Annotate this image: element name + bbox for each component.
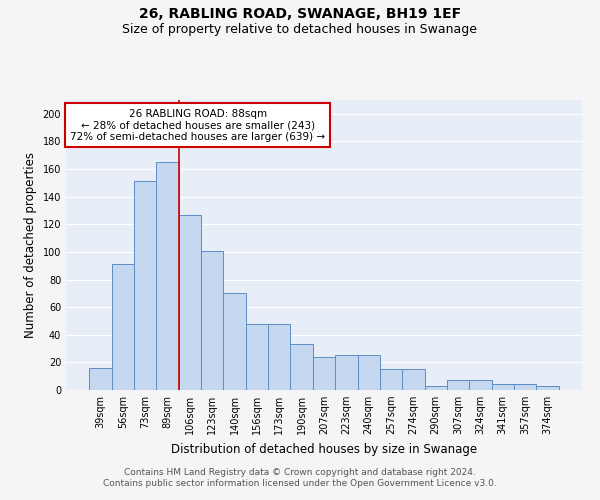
Bar [358, 356, 380, 390]
Bar [380, 370, 402, 390]
Y-axis label: Number of detached properties: Number of detached properties [24, 152, 37, 338]
Bar [514, 384, 536, 390]
Bar [313, 357, 335, 390]
Bar [201, 250, 223, 390]
Bar [223, 294, 246, 390]
Bar [179, 214, 201, 390]
Bar [335, 356, 358, 390]
Text: 26 RABLING ROAD: 88sqm
← 28% of detached houses are smaller (243)
72% of semi-de: 26 RABLING ROAD: 88sqm ← 28% of detached… [70, 108, 325, 142]
Bar [402, 370, 425, 390]
Bar [157, 162, 179, 390]
Bar [246, 324, 268, 390]
Text: Contains HM Land Registry data © Crown copyright and database right 2024.
Contai: Contains HM Land Registry data © Crown c… [103, 468, 497, 487]
Bar [469, 380, 491, 390]
Bar [447, 380, 469, 390]
Text: Size of property relative to detached houses in Swanage: Size of property relative to detached ho… [122, 22, 478, 36]
Bar [425, 386, 447, 390]
Bar [491, 384, 514, 390]
Bar [112, 264, 134, 390]
Bar [536, 386, 559, 390]
Bar [290, 344, 313, 390]
Bar [89, 368, 112, 390]
Bar [268, 324, 290, 390]
Text: 26, RABLING ROAD, SWANAGE, BH19 1EF: 26, RABLING ROAD, SWANAGE, BH19 1EF [139, 8, 461, 22]
Text: Distribution of detached houses by size in Swanage: Distribution of detached houses by size … [171, 442, 477, 456]
Bar [134, 182, 157, 390]
